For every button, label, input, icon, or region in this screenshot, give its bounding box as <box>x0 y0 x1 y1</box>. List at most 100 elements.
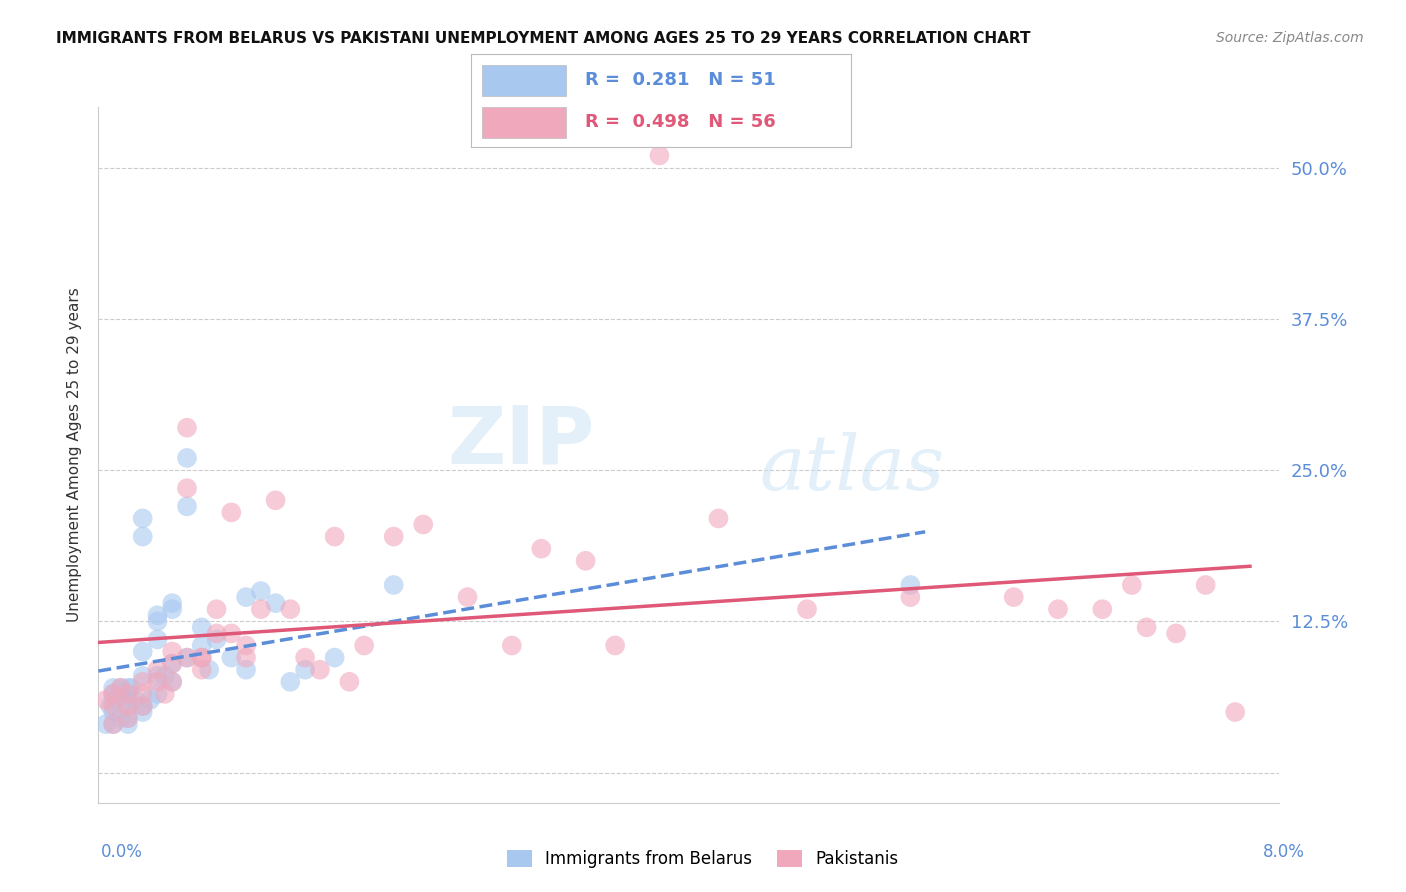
Point <box>707 511 730 525</box>
Point <box>191 650 214 665</box>
Point <box>205 632 228 647</box>
Point <box>308 663 332 677</box>
Point <box>153 669 176 683</box>
Point <box>191 620 214 634</box>
Point <box>1002 590 1025 604</box>
Point <box>120 681 142 695</box>
Point <box>294 650 316 665</box>
Point <box>530 541 553 556</box>
Point <box>898 590 921 604</box>
Point <box>264 596 287 610</box>
Point <box>110 681 132 695</box>
Point <box>205 626 228 640</box>
Point <box>235 650 257 665</box>
Point <box>132 705 155 719</box>
Point <box>162 596 183 610</box>
Point <box>1091 602 1114 616</box>
Point <box>605 639 627 653</box>
Point <box>132 644 155 658</box>
Point <box>132 511 155 525</box>
Point <box>1194 578 1216 592</box>
Point <box>191 639 214 653</box>
Point <box>162 674 183 689</box>
Point <box>146 674 169 689</box>
Point <box>278 602 301 616</box>
Point <box>110 711 132 725</box>
Point <box>103 717 124 731</box>
Text: 8.0%: 8.0% <box>1263 843 1305 861</box>
Point <box>235 639 257 653</box>
Point <box>103 687 124 701</box>
Point <box>191 650 214 665</box>
Point <box>353 639 375 653</box>
Point <box>139 693 162 707</box>
Point <box>105 693 128 707</box>
Point <box>132 674 155 689</box>
Point <box>796 602 818 616</box>
Point <box>132 698 155 713</box>
Point <box>1135 620 1157 634</box>
Point <box>382 530 405 544</box>
Point <box>250 602 273 616</box>
Point <box>103 687 124 701</box>
Point <box>132 530 155 544</box>
Point <box>456 590 478 604</box>
Point <box>146 669 169 683</box>
Point <box>176 450 198 465</box>
Point <box>146 608 169 623</box>
Point <box>176 500 198 514</box>
Point <box>382 578 405 592</box>
Point <box>219 505 242 519</box>
Point <box>94 693 117 707</box>
Point <box>176 650 198 665</box>
Point <box>117 687 139 701</box>
Point <box>1223 705 1246 719</box>
Point <box>146 663 169 677</box>
Point <box>264 493 287 508</box>
Point <box>103 717 124 731</box>
Point <box>103 681 124 695</box>
Point <box>117 687 139 701</box>
Point <box>117 681 139 695</box>
Point <box>117 717 139 731</box>
Point <box>176 420 198 434</box>
Point <box>176 650 198 665</box>
Point <box>235 663 257 677</box>
Point <box>501 639 523 653</box>
Point <box>94 717 117 731</box>
FancyBboxPatch shape <box>482 65 567 95</box>
FancyBboxPatch shape <box>482 107 567 138</box>
Point <box>162 644 183 658</box>
Point <box>1164 626 1187 640</box>
Point <box>114 693 136 707</box>
Point <box>132 698 155 713</box>
Point <box>162 657 183 671</box>
Text: R =  0.498   N = 56: R = 0.498 N = 56 <box>585 113 776 131</box>
Point <box>219 626 242 640</box>
Point <box>278 674 301 689</box>
Point <box>117 711 139 725</box>
Point <box>198 663 221 677</box>
Point <box>574 554 596 568</box>
Point <box>323 530 346 544</box>
Point <box>250 584 273 599</box>
Point <box>146 632 169 647</box>
Text: atlas: atlas <box>759 432 945 506</box>
Point <box>146 615 169 629</box>
Point <box>98 698 121 713</box>
Point <box>103 698 124 713</box>
Point <box>898 578 921 592</box>
Text: 0.0%: 0.0% <box>101 843 143 861</box>
Point <box>146 687 169 701</box>
Point <box>205 602 228 616</box>
Text: Source: ZipAtlas.com: Source: ZipAtlas.com <box>1216 31 1364 45</box>
Point <box>162 602 183 616</box>
Y-axis label: Unemployment Among Ages 25 to 29 years: Unemployment Among Ages 25 to 29 years <box>66 287 82 623</box>
Text: ZIP: ZIP <box>447 402 595 480</box>
Point <box>294 663 316 677</box>
Point <box>323 650 346 665</box>
Point <box>648 148 671 162</box>
Point <box>162 657 183 671</box>
Text: IMMIGRANTS FROM BELARUS VS PAKISTANI UNEMPLOYMENT AMONG AGES 25 TO 29 YEARS CORR: IMMIGRANTS FROM BELARUS VS PAKISTANI UNE… <box>56 31 1031 46</box>
Point <box>132 669 155 683</box>
